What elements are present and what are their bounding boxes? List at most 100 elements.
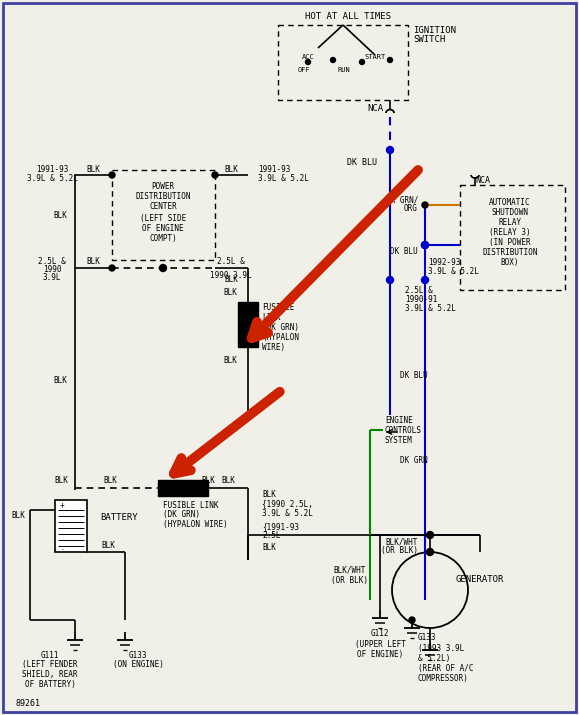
Text: (REAR OF A/C: (REAR OF A/C (418, 664, 474, 673)
Bar (112, 170, 215, 260)
Text: OF ENGINE: OF ENGINE (142, 224, 184, 232)
Text: 2.5L &: 2.5L & (405, 285, 433, 295)
Text: (HYPALON: (HYPALON (262, 332, 299, 342)
Bar (460, 185, 565, 290)
Text: DK BLU: DK BLU (347, 157, 377, 167)
Text: G133: G133 (129, 651, 147, 659)
Text: BLK: BLK (11, 511, 25, 520)
Text: GENERATOR: GENERATOR (456, 576, 504, 584)
Text: -: - (61, 548, 65, 553)
Text: SWITCH: SWITCH (413, 34, 445, 44)
Text: DISTRIBUTION: DISTRIBUTION (482, 247, 538, 257)
Text: 2.5L: 2.5L (262, 531, 280, 541)
Circle shape (387, 57, 393, 62)
Text: BLK: BLK (86, 164, 100, 174)
Text: & 5.2L): & 5.2L) (418, 654, 450, 663)
Text: BLK: BLK (262, 543, 276, 553)
Text: DK BLU: DK BLU (400, 370, 428, 380)
Circle shape (109, 172, 115, 178)
Text: BLK: BLK (53, 210, 67, 220)
Text: COMPRESSOR): COMPRESSOR) (418, 674, 469, 683)
Text: 3.9L & 5.2L: 3.9L & 5.2L (262, 508, 313, 518)
Text: BLK: BLK (262, 490, 276, 498)
Text: WIRE): WIRE) (262, 342, 285, 352)
Text: 1992-93: 1992-93 (428, 257, 460, 267)
Text: BLK: BLK (53, 375, 67, 385)
Text: {1990 2.5L,: {1990 2.5L, (262, 500, 313, 508)
Circle shape (409, 617, 415, 623)
Text: CENTER: CENTER (149, 202, 177, 210)
Circle shape (387, 277, 394, 284)
Text: 89261: 89261 (15, 699, 40, 708)
Circle shape (427, 531, 434, 538)
Text: 2.5L &: 2.5L & (38, 257, 66, 265)
Text: 1990: 1990 (43, 265, 61, 274)
Text: OF ENGINE): OF ENGINE) (357, 649, 403, 659)
Text: NCA: NCA (367, 104, 383, 112)
Text: 2.5L &: 2.5L & (217, 257, 245, 265)
Text: AUTOMATIC: AUTOMATIC (489, 197, 531, 207)
Text: POWER: POWER (152, 182, 174, 190)
Text: COMPT): COMPT) (149, 234, 177, 242)
Text: (LEFT FENDER: (LEFT FENDER (22, 661, 78, 669)
Text: (ON ENGINE): (ON ENGINE) (112, 661, 163, 669)
Text: 1990 3.9L: 1990 3.9L (210, 270, 252, 280)
Text: (RELAY 3): (RELAY 3) (489, 227, 531, 237)
Text: ORG: ORG (404, 204, 418, 212)
Text: ENGINE: ENGINE (385, 415, 413, 425)
Circle shape (427, 548, 434, 556)
Text: (LEFT SIDE: (LEFT SIDE (140, 214, 186, 222)
Text: BLK/WHT: BLK/WHT (334, 566, 366, 574)
Circle shape (212, 172, 218, 178)
Text: BLK: BLK (86, 257, 100, 265)
Text: 3.9L & 5.2L: 3.9L & 5.2L (27, 174, 78, 182)
Text: 3.9L: 3.9L (43, 272, 61, 282)
Text: BLK: BLK (101, 541, 115, 550)
Text: +: + (60, 500, 65, 510)
Text: DK BLU: DK BLU (390, 247, 418, 255)
Bar (55, 500, 87, 552)
Text: BLK: BLK (224, 275, 238, 284)
Text: 1991-93: 1991-93 (36, 164, 68, 174)
Circle shape (387, 147, 394, 154)
Text: BOX): BOX) (501, 257, 519, 267)
Text: BLK: BLK (201, 475, 215, 485)
Text: SYSTEM: SYSTEM (385, 435, 413, 445)
Text: BLK/WHT: BLK/WHT (386, 538, 418, 546)
Circle shape (331, 57, 335, 62)
Text: 3.9L & 5.2L: 3.9L & 5.2L (405, 303, 456, 312)
Text: BLK: BLK (224, 164, 238, 174)
Circle shape (422, 277, 428, 284)
Circle shape (422, 202, 428, 208)
Text: (OR BLK): (OR BLK) (332, 576, 368, 584)
Text: DK GRN: DK GRN (400, 455, 428, 465)
Text: BLK: BLK (54, 475, 68, 485)
Text: ACC: ACC (302, 54, 315, 60)
Text: BLK: BLK (223, 287, 237, 297)
Circle shape (159, 265, 167, 272)
Text: BLK: BLK (223, 355, 237, 365)
Text: G111: G111 (41, 651, 59, 659)
Text: BLK: BLK (221, 475, 235, 485)
Text: 3.9L & 5.2L: 3.9L & 5.2L (258, 174, 309, 182)
Text: HOT AT ALL TIMES: HOT AT ALL TIMES (305, 11, 391, 21)
Text: START: START (365, 54, 386, 60)
Text: (DK GRN): (DK GRN) (163, 511, 200, 520)
Bar (158, 480, 208, 496)
Text: (HYPALON WIRE): (HYPALON WIRE) (163, 521, 228, 530)
Text: OFF: OFF (298, 67, 311, 73)
Circle shape (360, 59, 365, 64)
Text: RELAY: RELAY (499, 217, 522, 227)
Circle shape (109, 265, 115, 271)
Text: G112: G112 (371, 629, 389, 638)
Circle shape (306, 59, 310, 64)
Text: (OR BLK): (OR BLK) (381, 546, 418, 555)
Text: {1991-93: {1991-93 (262, 523, 299, 531)
Text: DK GRN/: DK GRN/ (386, 195, 418, 204)
Text: 1991-93: 1991-93 (258, 164, 291, 174)
Text: NCA: NCA (475, 175, 490, 184)
Text: CONTROLS: CONTROLS (385, 425, 422, 435)
Bar (278, 25, 408, 100)
Text: DISTRIBUTION: DISTRIBUTION (135, 192, 190, 200)
Text: BLK: BLK (103, 475, 117, 485)
